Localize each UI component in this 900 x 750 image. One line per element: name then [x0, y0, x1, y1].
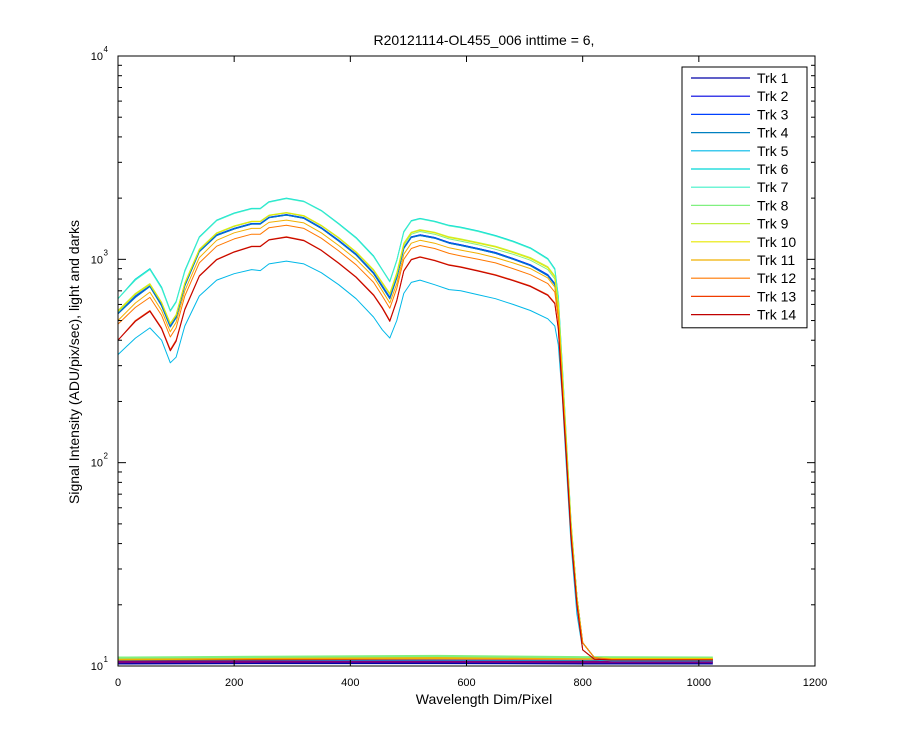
- x-tick-label: 1000: [687, 677, 711, 689]
- legend-entry-label: Trk 1: [757, 70, 789, 86]
- plot-area: [117, 197, 713, 665]
- legend-entry-label: Trk 4: [757, 125, 789, 141]
- y-tick-label: 10: [91, 51, 103, 63]
- legend-entry-label: Trk 9: [757, 216, 789, 232]
- y-tick-exponent: 2: [104, 452, 109, 461]
- legend-entry-label: Trk 12: [757, 270, 796, 286]
- legend-entry-label: Trk 8: [757, 197, 789, 213]
- y-tick-label: 10: [91, 254, 103, 266]
- legend-entry-label: Trk 11: [757, 252, 795, 268]
- y-tick-exponent: 4: [104, 45, 109, 54]
- x-tick-label: 600: [457, 677, 475, 689]
- x-tick-label: 800: [573, 677, 591, 689]
- x-tick-label: 0: [115, 677, 121, 689]
- x-axis-label: Wavelength Dim/Pixel: [416, 691, 552, 707]
- x-tick-label: 200: [225, 677, 243, 689]
- chart-title: R20121114-OL455_006 inttime = 6,: [374, 32, 595, 48]
- plot-frame: [117, 55, 816, 667]
- legend-entry-label: Trk 14: [757, 307, 796, 323]
- y-axis-label: Signal Intensity (ADU/pix/sec), light an…: [66, 220, 82, 504]
- legend: Trk 1 Trk 2 Trk 3 Trk 4 Trk 5 Trk 6 Trk 7 Trk 8…: [681, 66, 808, 329]
- dark-trace: [117, 654, 713, 659]
- legend-entry-label: Trk 5: [757, 143, 789, 159]
- y-tick-exponent: 1: [104, 655, 109, 664]
- legend-entry-label: Trk 3: [757, 106, 789, 122]
- legend-entry-label: Trk 13: [757, 288, 796, 304]
- series-line-trk-14: [117, 236, 713, 661]
- y-tick-exponent: 3: [104, 248, 109, 257]
- x-tick-label: 1200: [803, 677, 827, 689]
- legend-entry-label: Trk 6: [757, 161, 789, 177]
- legend-entry-label: Trk 2: [757, 88, 789, 104]
- legend-box: [681, 66, 808, 329]
- y-tick-label: 10: [91, 661, 103, 673]
- series-line-trk-10: [117, 212, 713, 659]
- x-axis: 0 200 400 600 800 1000 1200: [115, 56, 827, 689]
- legend-entry-label: Trk 7: [757, 179, 789, 195]
- legend-entry-label: Trk 10: [757, 234, 796, 250]
- x-tick-label: 400: [341, 677, 359, 689]
- y-tick-label: 10: [91, 458, 103, 470]
